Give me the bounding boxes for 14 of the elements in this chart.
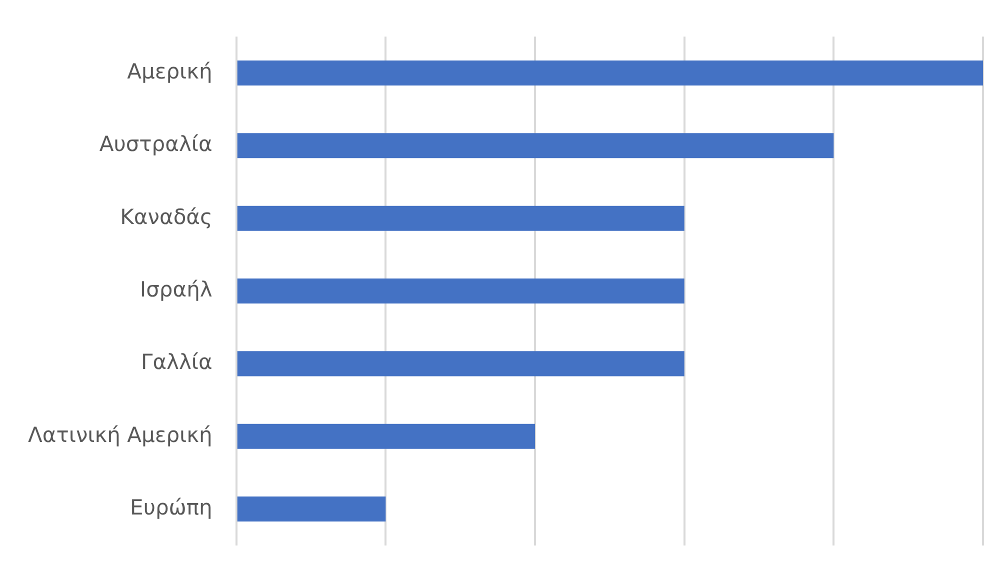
bar xyxy=(237,351,684,376)
y-tick-label: Λατινική Αμερική xyxy=(28,422,212,447)
bar xyxy=(237,206,684,231)
bar xyxy=(237,133,834,158)
bar xyxy=(237,60,983,86)
y-tick-label: Αμερική xyxy=(127,59,212,84)
y-tick-label: Καναδάς xyxy=(120,204,212,229)
y-tick-label: Ευρώπη xyxy=(130,496,212,520)
y-tick-label: Ισραήλ xyxy=(140,277,212,302)
bar xyxy=(237,424,536,449)
bar xyxy=(237,278,684,304)
bar xyxy=(237,496,386,522)
y-tick-label: Γαλλία xyxy=(140,350,212,374)
y-tick-label: Αυστραλία xyxy=(99,132,212,156)
